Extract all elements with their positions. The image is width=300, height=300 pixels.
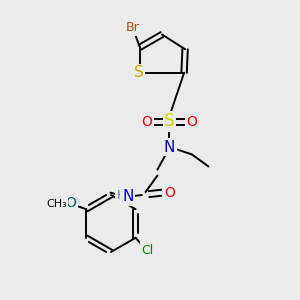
- Text: O: O: [187, 115, 197, 128]
- Text: S: S: [164, 112, 175, 130]
- Text: H: H: [117, 189, 126, 202]
- Text: S: S: [134, 65, 143, 80]
- Text: O: O: [142, 115, 152, 128]
- Text: O: O: [65, 196, 76, 210]
- Text: Cl: Cl: [142, 244, 154, 257]
- Text: N: N: [164, 140, 175, 154]
- Text: O: O: [164, 186, 175, 200]
- Text: Br: Br: [125, 21, 139, 34]
- Text: N: N: [122, 189, 134, 204]
- Text: CH₃: CH₃: [46, 199, 67, 209]
